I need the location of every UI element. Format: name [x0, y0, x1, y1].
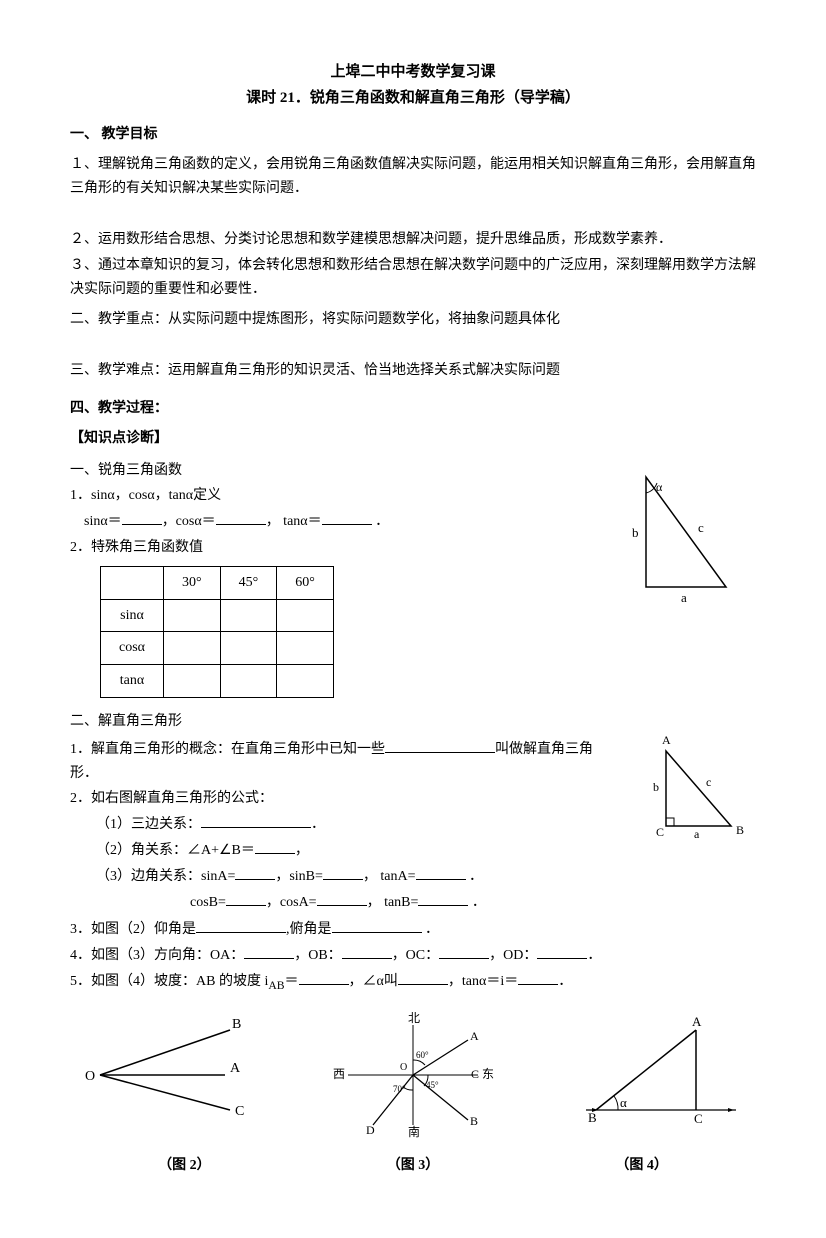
kz1-head: 一、锐角三角函数 [70, 459, 596, 483]
label-b2: b [653, 780, 659, 794]
fig4-alpha: α [620, 1095, 627, 1110]
caption-4: （图 4） [615, 1154, 668, 1178]
fig3-45: 45° [426, 1080, 439, 1090]
title-line-1: 上埠二中中考数学复习课 [70, 60, 756, 86]
label-C: C [656, 825, 664, 839]
triangle-1-figure: α b a c [616, 457, 756, 616]
section-3-head: 三、教学难点：运用解直角三角形的知识灵活、恰当地选择关系式解决实际问题 [70, 359, 756, 383]
cell-30: 30° [164, 566, 221, 599]
cell-60: 60° [277, 566, 334, 599]
kz1-1: 1．sinα，cosα，tanα定义 [70, 484, 596, 508]
kz2-3: 3．如图（2）仰角是,俯角是 ． [70, 918, 756, 942]
section-1-head: 一、 教学目标 [70, 123, 756, 147]
label-b: b [632, 525, 639, 540]
fig4-C: C [694, 1111, 703, 1126]
fig3-A: A [470, 1029, 479, 1043]
fig3-s: 南 [408, 1124, 420, 1139]
caption-3: （图 3） [387, 1154, 440, 1178]
cell-tan: tanα [101, 665, 164, 698]
caption-2: （图 2） [158, 1154, 211, 1178]
fig2-C: C [235, 1104, 244, 1119]
label-B: B [736, 823, 744, 837]
title-line-2: 课时 21．锐角三角函数和解直角三角形（导学稿） [70, 86, 756, 112]
kz2-2a: （1）三边关系：． [70, 813, 616, 837]
fig3-60: 60° [416, 1050, 429, 1060]
kz2-2d: cosB=，cosA=， tanB= ． [70, 891, 616, 915]
fig2-O: O [85, 1069, 95, 1084]
fig2-A: A [230, 1061, 241, 1076]
kz1-2: 2．特殊角三角函数值 [70, 536, 596, 560]
kz1-1b: sinα＝，cosα＝， tanα＝ ． [70, 510, 596, 534]
label-c2: c [706, 775, 711, 789]
objective-1: １、理解锐角三角函数的定义，会用锐角三角函数值解决实际问题，能运用相关知识解直角… [70, 153, 756, 201]
fig3-B: B [470, 1114, 478, 1128]
fig3-C: C [471, 1067, 479, 1081]
kz2-2b: （2）角关系：∠A+∠B＝， [70, 839, 616, 863]
figure-2: O B A C [70, 1010, 260, 1149]
cell-sin: sinα [101, 599, 164, 632]
label-a2: a [694, 827, 700, 841]
fig4-A: A [692, 1014, 702, 1029]
label-alpha: α [656, 480, 663, 494]
fig3-70: 70° [393, 1084, 406, 1094]
trig-table: 30° 45° 60° sinα cosα tanα [100, 566, 334, 698]
objective-3: ３、通过本章知识的复习，体会转化思想和数形结合思想在解决数学问题中的广泛应用，深… [70, 254, 756, 302]
fig3-e: 东 [482, 1067, 494, 1081]
figure-3: 北 南 东 西 A C B D O 60° 45° 70° [318, 1010, 508, 1149]
label-A: A [662, 736, 671, 747]
objective-2: ２、运用数形结合思想、分类讨论思想和数学建模思想解决问题，提升思维品质，形成数学… [70, 228, 756, 252]
kz2-4: 4．如图（3）方向角：OA：，OB：，OC：，OD：． [70, 944, 756, 968]
fig3-w: 西 [333, 1067, 345, 1081]
figure-4: A B C α [566, 1010, 756, 1149]
cell-cos: cosα [101, 632, 164, 665]
label-a: a [681, 590, 687, 605]
section-4-head: 四、教学过程： [70, 397, 756, 421]
kz2-2c: （3）边角关系：sinA=，sinB=， tanA= ． [70, 865, 616, 889]
cell-blank [101, 566, 164, 599]
kz2-5: 5．如图（4）坡度：AB 的坡度 iAB＝，∠α叫，tanα＝i＝． [70, 970, 756, 996]
section-2-head: 二、教学重点：从实际问题中提炼图形，将实际问题数学化，将抽象问题具体化 [70, 308, 756, 332]
knowledge-head: 【知识点诊断】 [70, 427, 756, 451]
cell-45: 45° [220, 566, 277, 599]
kz2-head: 二、解直角三角形 [70, 710, 756, 734]
triangle-2-figure: A B C b a c [636, 736, 756, 855]
kz2-2: 2．如右图解直角三角形的公式： [70, 787, 616, 811]
fig3-n: 北 [408, 1011, 420, 1025]
fig2-B: B [232, 1017, 241, 1032]
fig3-D: D [366, 1123, 375, 1137]
fig4-B: B [588, 1110, 597, 1125]
fig3-O: O [400, 1062, 407, 1073]
label-c: c [698, 520, 704, 535]
kz2-1: 1．解直角三角形的概念：在直角三角形中已知一些叫做解直角三角形． [70, 738, 616, 786]
